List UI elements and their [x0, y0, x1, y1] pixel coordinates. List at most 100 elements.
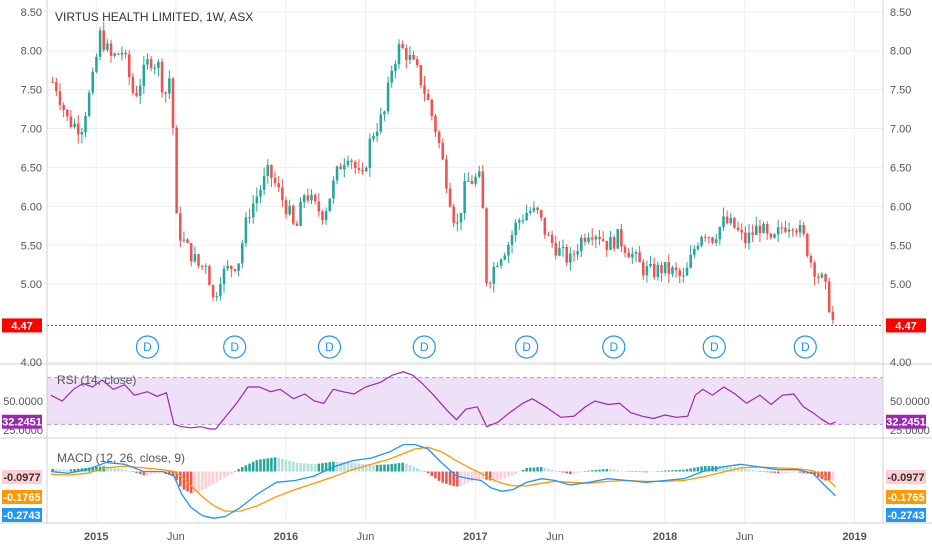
macd-histogram-bar	[678, 469, 681, 472]
macd-histogram-bar	[456, 471, 459, 487]
macd-histogram-bar	[149, 471, 153, 475]
candle-body	[787, 229, 791, 232]
macd-histogram-bar	[795, 471, 798, 473]
macd-histogram-bar	[565, 471, 568, 474]
macd-histogram-bar	[612, 469, 616, 472]
candle-body	[270, 165, 273, 178]
candle-body	[456, 222, 459, 224]
macd-histogram-bar	[518, 471, 521, 472]
candle-body	[448, 188, 452, 207]
price-tick-left: 6.50	[21, 162, 42, 174]
candle-body	[740, 230, 743, 233]
candle-body	[492, 266, 496, 284]
candle-body	[620, 229, 623, 247]
candle-body	[313, 194, 317, 202]
macd-histogram-bar	[503, 471, 507, 479]
macd-histogram-bar	[215, 471, 219, 483]
macd-histogram-bar	[525, 467, 528, 472]
candle-body	[667, 262, 671, 275]
candle-body	[649, 264, 652, 267]
candle-body	[164, 92, 167, 94]
candle-body	[645, 266, 649, 276]
candle-body	[175, 127, 178, 214]
candle-body	[189, 242, 193, 262]
macd-histogram-bar	[736, 467, 740, 472]
candle-body	[700, 236, 703, 246]
macd-hist-badge-left-bg	[2, 470, 42, 484]
dividend-marker[interactable]	[223, 335, 247, 359]
macd-histogram-bar	[499, 471, 503, 480]
candle-body	[430, 99, 434, 116]
macd-histogram-bar	[784, 471, 787, 473]
candle-body	[310, 194, 313, 201]
macd-histogram-bar	[131, 471, 135, 473]
candle-body	[773, 234, 776, 238]
candle-body	[412, 54, 415, 60]
candle-body	[758, 225, 762, 233]
price-axis-left[interactable]: 8.50 8.00 7.50 7.00 6.50 6.00 5.50 5.00 4.00	[21, 7, 42, 369]
macd-histogram-bar	[364, 464, 368, 472]
macd-histogram-bar	[543, 467, 547, 472]
macd-histogram-bar	[55, 469, 58, 472]
macd-histogram-bar	[372, 465, 375, 472]
dividend-marker[interactable]	[602, 335, 626, 359]
macd-histogram-bar	[561, 471, 565, 473]
candle-body	[634, 252, 638, 254]
time-axis[interactable]: 2015 Jun 2016 Jun 2017 Jun 2018 Jun 2019	[84, 531, 867, 543]
candle-body	[565, 246, 568, 263]
macd-histogram-bar	[255, 460, 259, 472]
candle-body	[284, 200, 288, 215]
candle-body	[394, 64, 397, 71]
macd-histogram-bar	[171, 471, 175, 476]
dividend-marker[interactable]	[412, 335, 436, 359]
candle-body	[539, 210, 543, 218]
macd-legend[interactable]: MACD (12, 26, close, 9)	[57, 451, 185, 465]
dividend-marker[interactable]	[515, 335, 539, 359]
macd-histogram-bar	[776, 471, 780, 474]
macd-histogram-bar	[667, 470, 671, 472]
dividend-marker[interactable]	[135, 335, 160, 359]
candle-body	[73, 123, 76, 128]
dividend-marker[interactable]	[702, 335, 726, 359]
candle-body	[168, 78, 171, 94]
macd-histogram-bar	[507, 471, 510, 478]
candle-body	[91, 71, 95, 93]
macd-histogram-bar	[802, 471, 805, 474]
macd-histogram-bar	[703, 466, 707, 472]
macd-histogram-bar	[401, 462, 404, 472]
macd-histogram-bar	[281, 458, 284, 472]
macd-histogram-bar	[361, 463, 364, 472]
candle-body	[623, 246, 627, 253]
macd-signal-badge-left-bg	[2, 490, 42, 504]
macd-histogram-bar	[375, 464, 379, 472]
rsi-legend[interactable]: RSI (14, close)	[57, 373, 136, 387]
candle-body	[641, 262, 645, 276]
macd-histogram-bar	[725, 466, 729, 472]
macd-histogram-bar	[787, 471, 791, 473]
dividend-marker[interactable]	[793, 335, 817, 359]
candle-body	[816, 276, 820, 278]
last-price-badge-right-bg	[886, 318, 926, 333]
price-axis-right[interactable]: 8.50 8.00 7.50 7.00 6.50 6.00 5.50 5.00 4.00	[890, 7, 911, 369]
candle-body	[518, 220, 521, 223]
price-tick-right: 4.00	[890, 357, 911, 369]
candle-body	[211, 285, 215, 298]
macd-histogram-bar	[532, 467, 536, 472]
candle-body	[616, 229, 620, 249]
macd-histogram-bar	[310, 464, 313, 472]
candle-body	[321, 211, 324, 221]
macd-histogram-bar	[390, 464, 394, 472]
candle-body	[569, 253, 572, 263]
time-tick: Jun	[546, 531, 564, 543]
macd-histogram-bar	[641, 471, 645, 473]
macd-histogram-bar	[580, 471, 583, 473]
macd-histogram-bar	[437, 471, 441, 481]
dividend-marker[interactable]	[317, 335, 342, 359]
dividend-label: D	[710, 340, 719, 354]
macd-histogram-bar	[539, 467, 543, 472]
macd-histogram-bar	[816, 471, 820, 478]
macd-histogram-bar	[127, 470, 131, 472]
rsi-tick-left: 50.0000	[3, 396, 43, 408]
candle-body	[718, 227, 722, 240]
